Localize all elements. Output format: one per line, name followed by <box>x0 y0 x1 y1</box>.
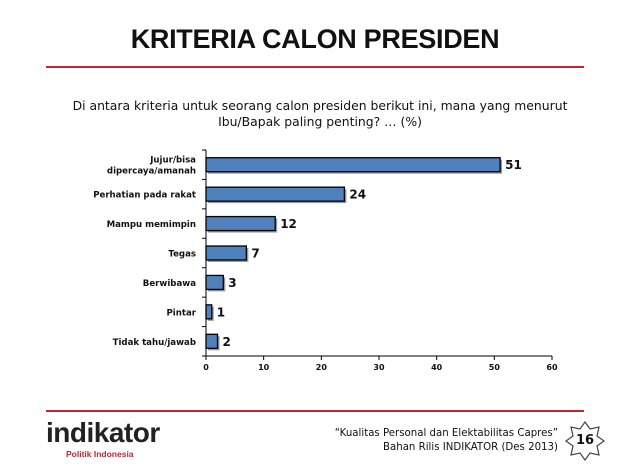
bar <box>205 304 213 320</box>
page-number: 16 <box>575 433 595 448</box>
source-note: “Kualitas Personal dan Elektabilitas Cap… <box>335 427 558 455</box>
page-number-badge-icon <box>565 421 605 461</box>
x-tick-label: 20 <box>316 363 328 372</box>
category-label: Mampu memimpin <box>107 220 196 230</box>
bar-value-label: 3 <box>228 276 236 290</box>
x-tick-label: 60 <box>546 363 558 372</box>
bar <box>205 186 346 202</box>
logo-wordmark: indikator <box>46 417 160 448</box>
bar-chart: 0 10 20 30 40 50 60 51 Jujur/bisa dipercaya/amana… <box>93 149 558 372</box>
survey-question: Di antara kriteria untuk seorang calon p… <box>60 98 580 130</box>
bar <box>205 333 219 349</box>
category-label: Tegas <box>168 250 196 260</box>
question-line-2: Ibu/Bapak paling penting? … (%) <box>218 114 422 129</box>
bar <box>205 245 248 261</box>
bar-value-label: 1 <box>217 305 225 319</box>
category-label: Berwibawa <box>143 279 196 289</box>
bar-value-label: 7 <box>251 247 259 261</box>
question-line-1: Di antara kriteria untuk seorang calon p… <box>72 98 568 113</box>
bar-value-label: 24 <box>349 188 366 202</box>
category-label: Pintar <box>166 308 196 318</box>
x-tick-label: 30 <box>373 363 385 372</box>
source-line-1: “Kualitas Personal dan Elektabilitas Cap… <box>334 428 558 439</box>
bar <box>205 274 224 291</box>
bar <box>205 215 276 232</box>
page-title: KRITERIA CALON PRESIDEN <box>130 24 500 54</box>
title-divider <box>46 66 584 68</box>
category-label: Tidak tahu/jawab <box>113 338 196 348</box>
bar <box>205 157 501 173</box>
x-tick-label: 0 <box>203 363 209 372</box>
logo-tagline: Politik Indonesia <box>66 449 134 459</box>
footer-divider <box>46 410 584 412</box>
category-label: Jujur/bisa dipercaya/amanah <box>107 156 196 177</box>
x-tick-label: 40 <box>431 363 443 372</box>
bar-value-label: 51 <box>505 158 522 172</box>
x-tick-label: 10 <box>258 363 270 372</box>
bar-value-label: 12 <box>280 217 297 231</box>
source-line-2: Bahan Rilis INDIKATOR (Des 2013) <box>383 442 558 453</box>
x-tick-label: 50 <box>489 363 501 372</box>
bar-value-label: 2 <box>223 335 231 349</box>
category-label: Perhatian pada rakat <box>93 191 196 201</box>
indikator-logo: indikator Politik Indonesia <box>46 417 160 460</box>
